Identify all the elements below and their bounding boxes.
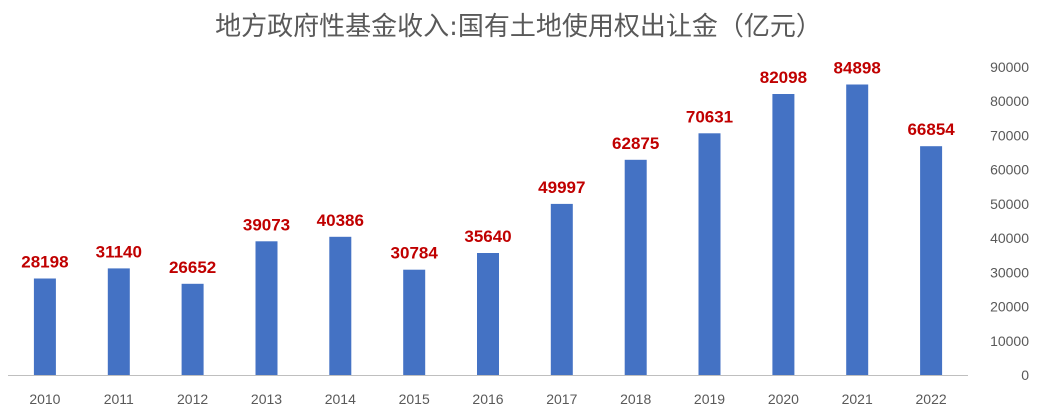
y-tick-label-0: 0 — [1021, 367, 1029, 383]
x-tick-labels: 2010 2011 2012 2013 2014 2015 2016 2017 2018 2019… — [29, 391, 947, 407]
x-tick-label-2015: 2015 — [399, 391, 430, 407]
bar-2013 — [255, 241, 278, 375]
bar-2011 — [107, 268, 130, 375]
x-tick-label-2014: 2014 — [325, 391, 356, 407]
y-tick-label-50000: 50000 — [990, 196, 1029, 212]
x-tick-label-2019: 2019 — [694, 391, 725, 407]
x-tick-label-2011: 2011 — [104, 391, 134, 407]
x-tick-label-2010: 2010 — [29, 391, 60, 407]
y-tick-label-40000: 40000 — [990, 230, 1029, 246]
x-tick-label-2020: 2020 — [768, 391, 799, 407]
data-label-2020: 82098 — [760, 68, 807, 87]
data-label-2012: 26652 — [169, 258, 216, 277]
data-label-2017: 49997 — [538, 178, 585, 197]
data-label-2016: 35640 — [464, 227, 511, 246]
x-tick-label-2017: 2017 — [546, 391, 577, 407]
y-tick-label-80000: 80000 — [990, 93, 1029, 109]
bar-2019 — [698, 133, 721, 375]
data-label-2021: 84898 — [834, 59, 881, 78]
bar-2015 — [403, 269, 426, 375]
bars-layer — [33, 84, 943, 375]
bar-2012 — [181, 283, 204, 375]
x-tick-label-2018: 2018 — [620, 391, 651, 407]
bar-2020 — [772, 94, 795, 375]
y-tick-label-90000: 90000 — [990, 59, 1029, 75]
bar-2022 — [920, 146, 943, 375]
y-tick-label-70000: 70000 — [990, 127, 1029, 143]
y-tick-label-30000: 30000 — [990, 264, 1029, 280]
x-tick-label-2013: 2013 — [251, 391, 282, 407]
y-tick-label-10000: 10000 — [990, 333, 1029, 349]
data-label-2014: 40386 — [317, 211, 364, 230]
bar-2010 — [33, 278, 56, 375]
data-label-2018: 62875 — [612, 134, 659, 153]
bar-2016 — [477, 253, 499, 375]
data-label-2015: 30784 — [391, 244, 439, 263]
x-tick-label-2021: 2021 — [842, 391, 873, 407]
data-label-2013: 39073 — [243, 215, 290, 234]
data-label-2019: 70631 — [686, 107, 733, 126]
bar-2021 — [846, 84, 869, 375]
chart-title: 地方政府性基金收入:国有土地使用权出让金（亿元） — [215, 12, 822, 42]
x-tick-label-2016: 2016 — [472, 391, 503, 407]
data-label-2011: 31140 — [96, 242, 142, 261]
bar-2018 — [624, 159, 647, 375]
y-tick-label-60000: 60000 — [990, 162, 1029, 178]
data-label-2010: 28198 — [21, 253, 68, 272]
data-label-2022: 66854 — [907, 120, 955, 139]
bar-2017 — [550, 203, 573, 375]
bar-2014 — [329, 236, 352, 375]
y-tick-labels: 0 10000 20000 30000 40000 50000 60000 70000 8000… — [990, 59, 1029, 383]
y-tick-label-20000: 20000 — [990, 299, 1029, 315]
x-tick-label-2022: 2022 — [916, 391, 947, 407]
data-labels-layer: 28198 31140 26652 39073 40386 30784 35640 49997… — [21, 59, 955, 277]
x-tick-label-2012: 2012 — [177, 391, 208, 407]
